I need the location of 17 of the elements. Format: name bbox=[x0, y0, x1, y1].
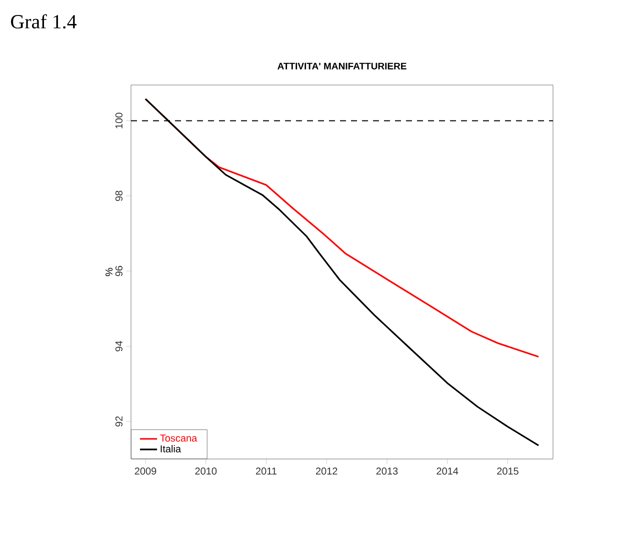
text: Graf 1.4 bbox=[11, 14, 77, 29]
legend-label: Italia bbox=[160, 445, 182, 452]
y-axis-title: % bbox=[106, 268, 113, 276]
x-tick-label: 2009 bbox=[134, 468, 156, 475]
x-tick-label: 2010 bbox=[195, 468, 217, 475]
y-tick-label: 98 bbox=[115, 190, 122, 201]
y-tick-label: 96 bbox=[115, 266, 122, 276]
x-tick-label: 2013 bbox=[376, 468, 398, 475]
y-tick-label: 92 bbox=[115, 416, 122, 426]
x-tick-label: 2012 bbox=[316, 468, 338, 475]
y-tick-label: 94 bbox=[115, 340, 122, 352]
chart-title: ATTIVITA' MANIFATTURIERE bbox=[278, 62, 406, 70]
legend-label: Toscana bbox=[160, 434, 198, 442]
x-tick-label: 2011 bbox=[256, 468, 277, 475]
y-tick-label: 100 bbox=[115, 112, 122, 128]
x-tick-label: 2015 bbox=[497, 468, 518, 475]
x-tick-label: 2014 bbox=[436, 468, 458, 475]
